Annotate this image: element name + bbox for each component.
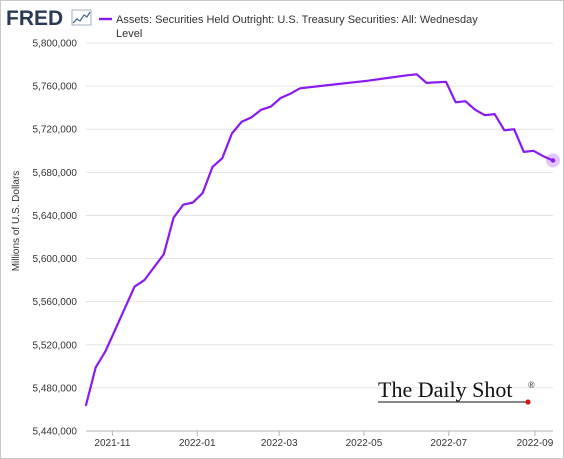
fred-chart-icon [71,9,92,26]
fred-logo[interactable]: FRED [6,7,92,30]
x-tick-label: 2022-01 [179,438,216,449]
y-tick-label: 5,440,000 [33,427,78,438]
grid-lines [86,42,553,432]
x-tick-label: 2021-11 [94,438,130,449]
y-tick-label: 5,760,000 [33,82,78,93]
fred-logo-text: FRED [6,7,63,30]
y-tick-label: 5,720,000 [33,125,78,136]
y-tick-label: 5,640,000 [33,211,78,222]
y-axis-ticks: 5,440,000 5,480,000 5,520,000 5,560,000 5,60… [33,39,78,438]
daily-shot-watermark: The Daily Shot ® [378,377,535,405]
x-axis-ticks: 2021-11 2022-01 2022-03 2022-05 2022-07 2022-… [94,431,554,449]
y-tick-label: 5,600,000 [33,254,78,265]
legend-label-line1: Assets: Securities Held Outright: U.S. T… [116,14,478,26]
watermark-registered: ® [528,380,535,390]
y-tick-label: 5,480,000 [33,383,78,394]
x-tick-label: 2022-05 [346,438,383,449]
y-tick-label: 5,560,000 [33,297,78,308]
last-point-marker[interactable] [550,158,556,163]
y-tick-label: 5,680,000 [33,168,78,179]
watermark-text: The Daily Shot [378,377,512,402]
y-tick-label: 5,800,000 [33,39,78,50]
x-tick-label: 2022-07 [430,438,467,449]
x-tick-label: 2022-09 [517,438,554,449]
watermark-dot [525,399,531,405]
y-axis-label: Millions of U.S. Dollars [11,171,22,272]
x-tick-label: 2022-03 [261,438,298,449]
y-tick-label: 5,520,000 [33,340,78,351]
legend-label-line2: Level [116,28,142,40]
legend: Assets: Securities Held Outright: U.S. T… [99,14,478,40]
series-layer [84,73,560,407]
series-line[interactable] [84,73,555,407]
